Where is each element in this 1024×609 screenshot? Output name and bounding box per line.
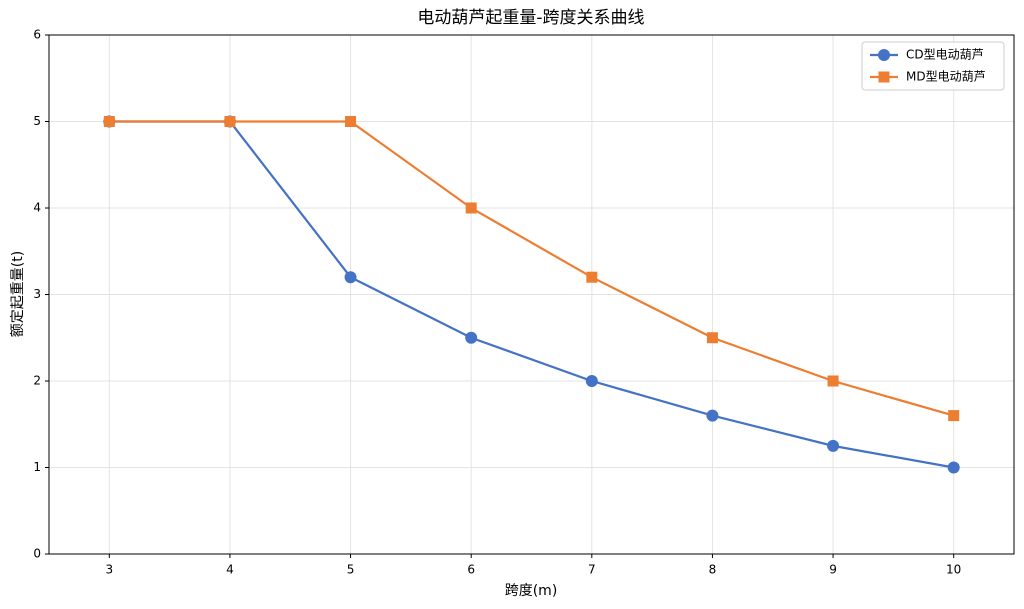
marker: [344, 271, 357, 284]
marker: [465, 202, 477, 214]
x-tick-label: 7: [588, 563, 596, 577]
series-line: [109, 120, 954, 469]
y-tick-label: 0: [33, 547, 41, 561]
legend-text: MD型电动葫芦: [906, 70, 986, 84]
legend-marker: [878, 71, 890, 83]
x-tick-label: 4: [226, 563, 234, 577]
marker: [827, 375, 839, 387]
marker: [947, 461, 960, 474]
marker: [706, 409, 719, 422]
marker: [948, 410, 960, 422]
marker: [465, 331, 478, 344]
x-tick-label: 8: [709, 563, 717, 577]
marker: [586, 271, 598, 283]
y-tick-label: 3: [33, 287, 41, 301]
y-axis-label: 额定起重量(t): [10, 251, 26, 337]
x-tick-label: 5: [347, 563, 355, 577]
x-tick-label: 3: [105, 563, 113, 577]
chart-title: 电动葫芦起重量-跨度关系曲线: [417, 8, 644, 28]
marker: [585, 375, 598, 387]
y-tick-label: 4: [33, 201, 41, 215]
x-tick-label: 9: [829, 563, 837, 577]
y-tick-label: 2: [33, 374, 41, 388]
marker: [224, 116, 236, 127]
marker: [827, 439, 840, 452]
series-line: [109, 120, 954, 417]
y-tick-label: 6: [33, 28, 41, 42]
marker: [345, 116, 357, 127]
x-tick-label: 6: [467, 563, 475, 577]
x-axis-label: 跨度(m): [505, 583, 558, 599]
legend-marker: [878, 49, 890, 61]
marker: [706, 332, 718, 344]
legend: CD型电动葫芦 MD型电动葫芦: [861, 41, 1005, 91]
legend-text: CD型电动葫芦: [906, 48, 984, 62]
y-tick-label: 5: [33, 114, 41, 128]
x-tick-label: 10: [946, 563, 961, 577]
plot-frame: [48, 34, 1015, 555]
marker: [103, 116, 115, 127]
y-tick-label: 1: [33, 460, 41, 474]
